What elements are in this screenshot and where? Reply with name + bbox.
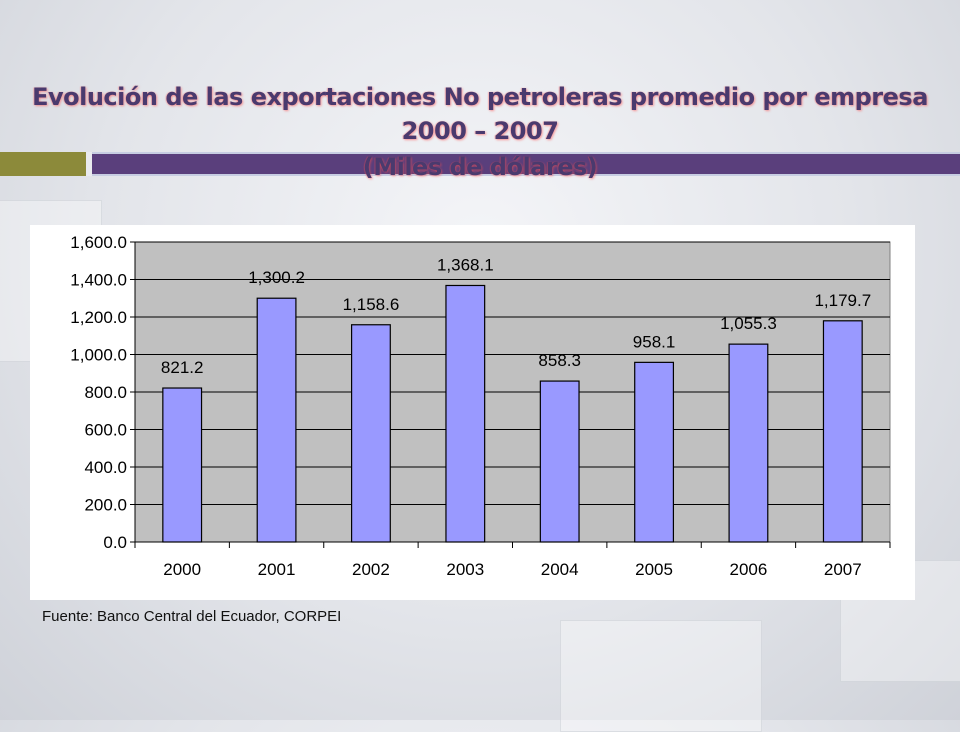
title-accent-olive: [0, 152, 86, 176]
bar: [162, 387, 203, 543]
y-tick-label: 1,200.0: [70, 308, 127, 327]
y-tick-label: 800.0: [84, 383, 127, 402]
y-tick-label: 200.0: [84, 496, 127, 515]
data-label: 958.1: [633, 332, 676, 351]
title-line-2: 2000 – 2007: [401, 117, 559, 145]
title-accent-gap: [86, 152, 92, 176]
slide-title: Evolución de las exportaciones No petrol…: [0, 80, 960, 148]
x-tick-label: 2004: [541, 560, 579, 579]
bar-chart: 0.0 200.0 400.0 600.0 800.0 1,000.0 1,200.0 1,4…: [70, 233, 891, 579]
y-tick-label: 600.0: [84, 421, 127, 440]
x-tick-label: 2002: [352, 560, 390, 579]
y-tick-label: 0.0: [103, 533, 127, 552]
data-label: 1,300.2: [248, 268, 305, 287]
chart-panel: 0.0 200.0 400.0 600.0 800.0 1,000.0 1,200.0 1,4…: [30, 225, 915, 600]
bar: [350, 324, 391, 543]
background-panel-bottom: [560, 620, 762, 732]
y-tick-label: 1,600.0: [70, 233, 127, 252]
data-label: 1,055.3: [720, 314, 777, 333]
data-label: 1,158.6: [343, 295, 400, 314]
data-label: 1,368.1: [437, 255, 494, 274]
title-line-1: Evolución de las exportaciones No petrol…: [32, 83, 928, 111]
bar: [822, 320, 863, 543]
bar: [445, 284, 486, 543]
bar: [539, 380, 580, 543]
x-tick-label: 2007: [824, 560, 862, 579]
y-tick-label: 1,000.0: [70, 346, 127, 365]
data-label: 1,179.7: [814, 291, 871, 310]
x-tick-label: 2000: [163, 560, 201, 579]
x-tick-label: 2005: [635, 560, 673, 579]
bar: [634, 361, 675, 543]
y-tick-label: 400.0: [84, 458, 127, 477]
title-accent-purple: [92, 152, 960, 176]
bar: [256, 297, 297, 543]
data-label: 858.3: [538, 351, 581, 370]
x-tick-label: 2001: [258, 560, 296, 579]
source-note: Fuente: Banco Central del Ecuador, CORPE…: [42, 608, 342, 625]
y-tick-label: 1,400.0: [70, 271, 127, 290]
data-label: 821.2: [161, 358, 204, 377]
title-line-3: (Miles de dólares): [362, 153, 598, 181]
x-tick-label: 2006: [730, 560, 768, 579]
x-tick-label: 2003: [446, 560, 484, 579]
title-subtitle-wrap: (Miles de dólares): [0, 150, 960, 184]
bar: [728, 343, 769, 543]
